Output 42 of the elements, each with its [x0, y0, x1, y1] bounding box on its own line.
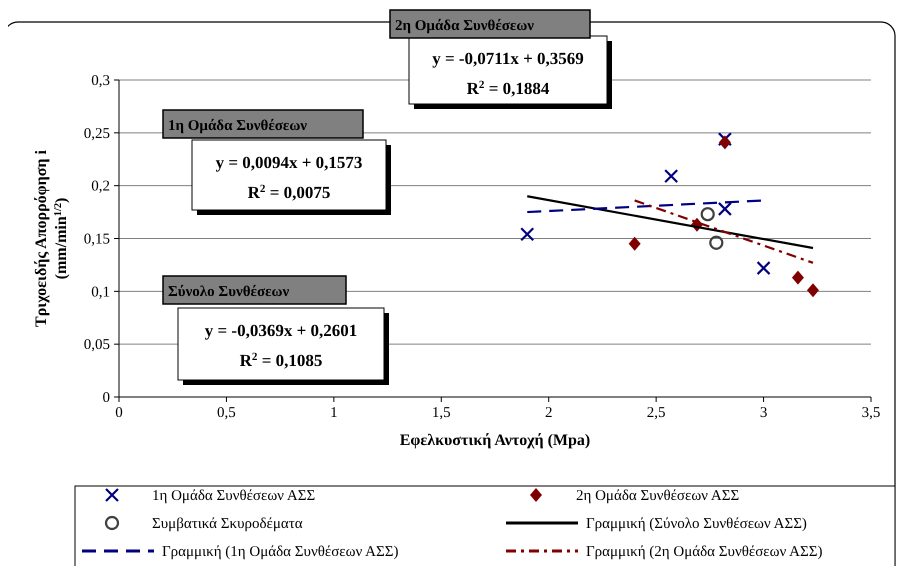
- point: [718, 202, 732, 216]
- legend-label: Συμβατικά Σκυροδέματα: [152, 516, 303, 532]
- y-tick-label: 0,15: [84, 232, 110, 248]
- x-tick-label: 0: [115, 405, 123, 421]
- y-tick-label: 0,05: [84, 337, 110, 354]
- point: [709, 236, 724, 250]
- point: [718, 132, 732, 146]
- y-tick-label: 0,2: [91, 178, 110, 195]
- point: [792, 270, 804, 285]
- point: [628, 236, 641, 251]
- annotation: y = 0,0094x + 0,1573: [216, 153, 362, 172]
- annotation: y = -0,0369x + 0,2601: [204, 321, 358, 340]
- legend-label: Γραμμική (2η Ομάδα Συνθέσεων ΑΣΣ): [586, 544, 822, 560]
- x-tick-label: 3,5: [862, 405, 880, 421]
- x-tick-label: 0,5: [217, 405, 236, 421]
- y-tick-label: 0,25: [84, 126, 110, 142]
- point: [718, 135, 731, 150]
- point: [520, 227, 534, 242]
- annotation: R$^{2}$ = 0,1884: [466, 79, 550, 98]
- legend-label: Γραμμική (Σύνολο Συνθέσεων ΑΣΣ): [586, 516, 807, 532]
- x-tick-label: 3: [760, 405, 768, 421]
- point: [700, 207, 715, 222]
- x-tick-label: 1,5: [432, 405, 451, 421]
- y-tick-label: 0: [102, 390, 110, 406]
- point: [756, 260, 771, 276]
- point: [806, 283, 819, 298]
- legend-label: 2η Ομάδα Συνθέσεων ΑΣΣ: [576, 488, 740, 504]
- text: 2η Ομάδα Συνθέσεων: [395, 18, 534, 34]
- x-tick-label: 2: [544, 405, 552, 421]
- x-tick-label: 2,5: [646, 405, 666, 421]
- y-tick-label: 0,3: [91, 73, 110, 89]
- x-axis-title: Εφελκυστική Αντοχή (Mpa): [400, 432, 590, 449]
- legend-label: 1η Ομάδα Συνθέσεων ΑΣΣ: [152, 488, 316, 504]
- y-tick-label: 0,1: [91, 284, 110, 300]
- point: [664, 169, 678, 184]
- annotation: Σύνολο Συνθέσεων: [168, 284, 290, 300]
- text: y = -0,0711x + 0,3569: [432, 49, 584, 68]
- annotation: R$^{2}$ = 0,0075: [248, 183, 330, 202]
- annotation: 1η Ομάδα Συνθέσεων: [168, 118, 308, 134]
- legend-label: Γραμμική (1η Ομάδα Συνθέσεων ΑΣΣ): [162, 544, 398, 560]
- x-tick-label: 1: [330, 405, 338, 421]
- annotation: R$^{2}$ = 0,1085: [240, 351, 322, 370]
